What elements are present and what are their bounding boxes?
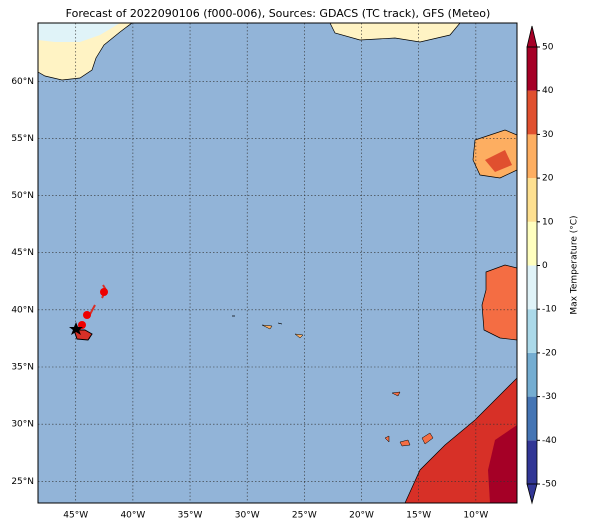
ocean: [38, 23, 517, 503]
colorbar-tick-label: -10: [542, 305, 557, 315]
colorbar-tick-label: 40: [542, 86, 554, 96]
africa-hot: [488, 425, 517, 503]
iberia: [481, 264, 517, 341]
y-tick-label: 25°N: [11, 477, 34, 487]
x-tick-label: 10°W: [463, 511, 488, 521]
track-point: [100, 288, 108, 296]
x-tick-label: 25°W: [292, 511, 317, 521]
x-tick-label: 20°W: [349, 511, 374, 521]
track-point: [83, 311, 91, 319]
greenland-ice: [38, 23, 120, 42]
colorbar-tick-label: 0: [542, 261, 548, 271]
ireland-warm: [485, 150, 512, 172]
y-tick-label: 35°N: [11, 363, 34, 373]
y-tick-label: 60°N: [11, 77, 34, 87]
colorbar-bin: [527, 440, 537, 484]
azores: [232, 315, 304, 339]
colorbar: -50 -40 -30 -20 -10 0 10 20 30 40 50 Max Temperatur…: [526, 25, 580, 505]
colorbar-tick-label: 10: [542, 217, 554, 227]
y-tick-label: 50°N: [11, 191, 34, 201]
colorbar-tick-label: -20: [542, 348, 557, 358]
colorbar-tick-label: -40: [542, 436, 557, 446]
y-tick-label: 40°N: [11, 305, 34, 315]
colorbar-tick-label: 30: [542, 130, 554, 140]
colorbar-tick-label: -50: [542, 480, 557, 490]
map-frame: [37, 22, 518, 504]
map-area: [38, 23, 517, 503]
colorbar-tick-label: -30: [542, 392, 557, 402]
colorbar-tick-label: 50: [542, 43, 554, 53]
x-tick-label: 35°W: [178, 511, 203, 521]
colorbar-bin: [527, 90, 537, 135]
colorbar-bin: [527, 47, 537, 91]
y-tick-label: 45°N: [11, 248, 34, 258]
colorbar-bin: [527, 352, 537, 397]
iceland: [329, 23, 461, 43]
colorbar-tick-label: 20: [542, 174, 554, 184]
colorbar-bin: [527, 265, 537, 310]
title: Forecast of 2022090106 (f000-006), Sourc…: [66, 7, 491, 20]
colorbar-bin: [527, 309, 537, 353]
colorbar-label: Max Temperature (°C): [570, 215, 580, 314]
x-tick-label: 30°W: [235, 511, 260, 521]
x-tick-label: 15°W: [406, 511, 431, 521]
colorbar-bin: [527, 396, 537, 441]
colorbar-bin: [527, 221, 537, 266]
colorbar-extend-min: [526, 483, 538, 505]
grid: [38, 23, 517, 503]
colorbar-bin: [527, 178, 537, 222]
colorbar-extend-max: [526, 25, 538, 48]
y-tick-label: 30°N: [11, 420, 34, 430]
x-tick-label: 40°W: [120, 511, 145, 521]
x-tick-label: 45°W: [63, 511, 88, 521]
storm-star: [69, 322, 83, 335]
colorbar-bin: [527, 134, 537, 179]
islands: [384, 391, 434, 447]
y-tick-label: 55°N: [11, 134, 34, 144]
